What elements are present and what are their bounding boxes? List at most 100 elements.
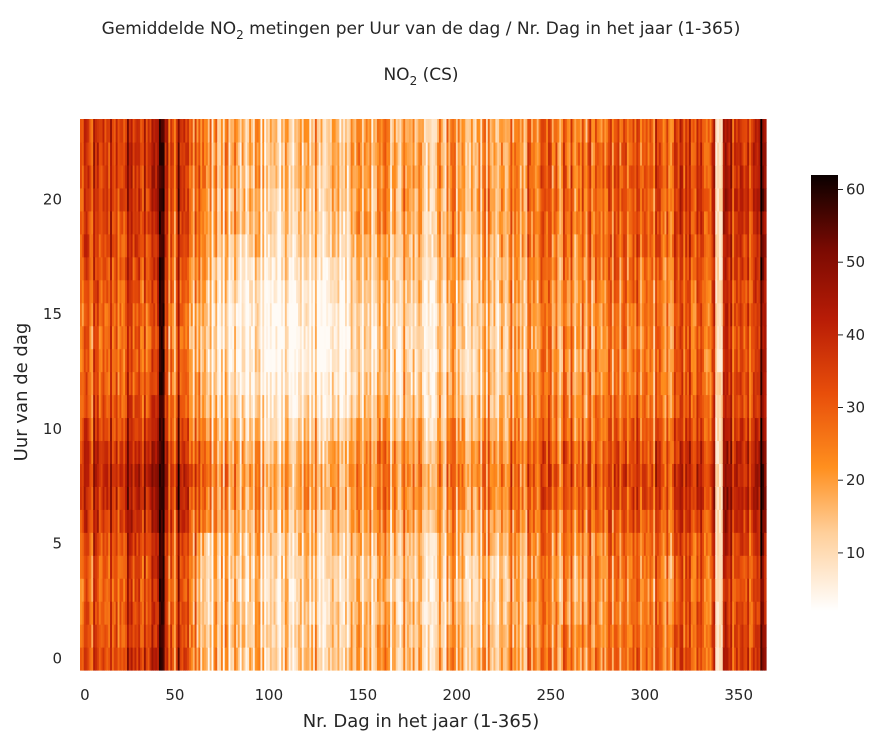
heatmap-cell	[376, 532, 380, 556]
heatmap-cell	[320, 647, 324, 671]
heatmap-cell	[172, 302, 175, 327]
heatmap-cell	[284, 279, 288, 304]
heatmap-cell	[164, 486, 168, 510]
heatmap-cell	[354, 187, 357, 212]
heatmap-cell	[281, 555, 284, 579]
heatmap-cell	[162, 463, 166, 487]
heatmap-cell	[442, 210, 446, 235]
heatmap-cell	[232, 348, 235, 373]
heatmap-cell	[267, 348, 271, 373]
heatmap-cell	[196, 302, 200, 327]
heatmap-cell	[307, 647, 310, 671]
heatmap-cell	[461, 463, 465, 487]
heatmap-cell	[130, 532, 134, 556]
heatmap-cell	[262, 256, 265, 281]
heatmap-cell	[401, 187, 404, 212]
heatmap-cell	[80, 302, 83, 327]
heatmap-cell	[367, 187, 371, 212]
heatmap-cell	[168, 509, 171, 533]
heatmap-cell	[158, 141, 162, 166]
heatmap-cell	[247, 256, 250, 281]
heatmap-cell	[386, 417, 389, 442]
heatmap-cell	[220, 394, 224, 419]
heatmap-cell	[427, 509, 431, 533]
heatmap-cell	[459, 601, 463, 625]
heatmap-cell	[324, 302, 327, 327]
heatmap-cell	[232, 601, 235, 625]
heatmap-cell	[294, 463, 297, 487]
heatmap-cell	[416, 624, 419, 648]
heatmap-cell	[267, 532, 271, 556]
heatmap-cell	[363, 440, 367, 464]
heatmap-cell	[354, 532, 357, 556]
heatmap-cell	[187, 119, 190, 143]
heatmap-cell	[142, 486, 145, 510]
heatmap-cell	[95, 578, 98, 602]
heatmap-cell	[431, 601, 434, 625]
heatmap-cell	[211, 509, 215, 533]
heatmap-cell	[371, 647, 374, 671]
heatmap-cell	[200, 141, 203, 166]
heatmap-cell	[284, 394, 288, 419]
heatmap-cell	[301, 302, 305, 327]
heatmap-cell	[420, 624, 423, 648]
heatmap-cell	[388, 325, 391, 350]
heatmap-cell	[125, 325, 128, 350]
heatmap-cell	[196, 555, 200, 579]
heatmap-cell	[147, 555, 151, 579]
heatmap-cell	[322, 371, 325, 396]
heatmap-cell	[299, 325, 303, 350]
heatmap-cell	[157, 578, 160, 602]
heatmap-cell	[405, 371, 408, 396]
heatmap-cell	[213, 578, 216, 602]
heatmap-cell	[220, 302, 224, 327]
heatmap-cell	[371, 417, 374, 442]
heatmap-cell	[192, 141, 196, 166]
heatmap-cell	[384, 119, 387, 143]
heatmap-cell	[313, 210, 316, 235]
heatmap-cell	[331, 348, 335, 373]
heatmap-cell	[360, 417, 363, 442]
heatmap-cell	[346, 141, 350, 166]
heatmap-cell	[345, 233, 348, 258]
heatmap-cell	[360, 601, 363, 625]
heatmap-cell	[136, 647, 139, 671]
heatmap-cell	[183, 119, 186, 143]
heatmap-cell	[361, 394, 365, 419]
heatmap-cell	[217, 233, 220, 258]
heatmap-cell	[324, 119, 327, 143]
heatmap-cell	[322, 509, 325, 533]
heatmap-cell	[83, 647, 87, 671]
heatmap-cell	[427, 394, 431, 419]
heatmap-cell	[403, 279, 406, 304]
heatmap-cell	[384, 555, 387, 579]
heatmap-cell	[412, 578, 416, 602]
heatmap-cell	[316, 463, 320, 487]
heatmap-cell	[284, 233, 288, 258]
heatmap-cell	[134, 463, 137, 487]
heatmap-cell	[168, 532, 171, 556]
heatmap-cell	[172, 463, 175, 487]
heatmap-cell	[222, 256, 226, 281]
heatmap-cell	[465, 647, 468, 671]
heatmap-cell	[328, 256, 331, 281]
heatmap-cell	[108, 394, 111, 419]
heatmap-cell	[352, 210, 355, 235]
heatmap-cell	[168, 279, 171, 304]
heatmap-cell	[354, 325, 357, 350]
heatmap-cell	[277, 279, 280, 304]
heatmap-cell	[181, 371, 184, 396]
heatmap-cell	[269, 463, 273, 487]
heatmap-cell	[307, 256, 310, 281]
heatmap-cell	[123, 325, 126, 350]
heatmap-cell	[81, 601, 85, 625]
heatmap-cell	[345, 647, 348, 671]
heatmap-cell	[123, 601, 126, 625]
heatmap-cell	[147, 440, 151, 464]
heatmap-cell	[322, 119, 325, 143]
heatmap-cell	[279, 647, 282, 671]
heatmap-cell	[185, 394, 188, 419]
heatmap-cell	[235, 601, 239, 625]
heatmap-cell	[314, 279, 318, 304]
heatmap-cell	[200, 486, 203, 510]
